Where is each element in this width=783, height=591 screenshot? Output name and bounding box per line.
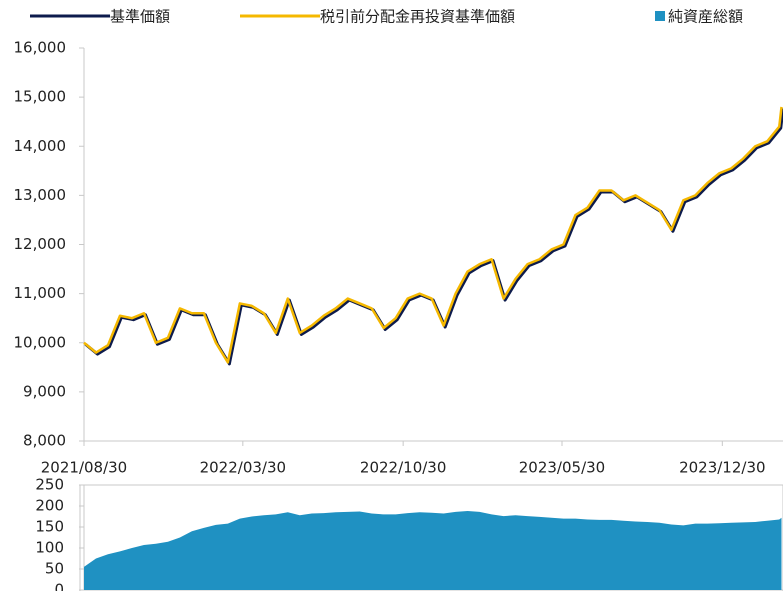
y-tick-label: 12,000: [14, 235, 67, 253]
y-tick-label: 250: [35, 476, 64, 494]
line: [83, 106, 783, 364]
legend-label: 税引前分配金再投資基準価額: [320, 8, 515, 26]
x-tick-label: 2021/08/30: [41, 459, 127, 477]
y-tick-label: 14,000: [14, 137, 67, 155]
y-tick-label: 13,000: [14, 186, 67, 204]
x-tick-label: 2022/10/30: [360, 459, 446, 477]
y-tick-label: 11,000: [14, 284, 67, 302]
y-tick-label: 50: [45, 560, 64, 578]
y-tick-label: 0: [54, 581, 64, 591]
y-tick-label: 10,000: [14, 333, 67, 351]
line: [84, 108, 783, 366]
area: [84, 511, 782, 590]
y-tick-label: 150: [35, 518, 64, 536]
legend-label: 基準価額: [110, 8, 170, 26]
y-tick-label: 15,000: [14, 88, 67, 106]
x-tick-label: 2023/12/30: [679, 459, 765, 477]
legend-swatch: [655, 11, 665, 21]
y-tick-label: 16,000: [14, 39, 67, 57]
y-tick-label: 200: [35, 497, 64, 515]
y-tick-label: 100: [35, 539, 64, 557]
plot-frame: [79, 484, 783, 591]
y-tick-label: 9,000: [23, 382, 66, 400]
x-tick-label: 2022/03/30: [200, 459, 286, 477]
legend-label: 純資産総額: [668, 8, 743, 26]
x-tick-label: 2023/05/30: [519, 459, 605, 477]
y-tick-label: 8,000: [23, 432, 66, 450]
